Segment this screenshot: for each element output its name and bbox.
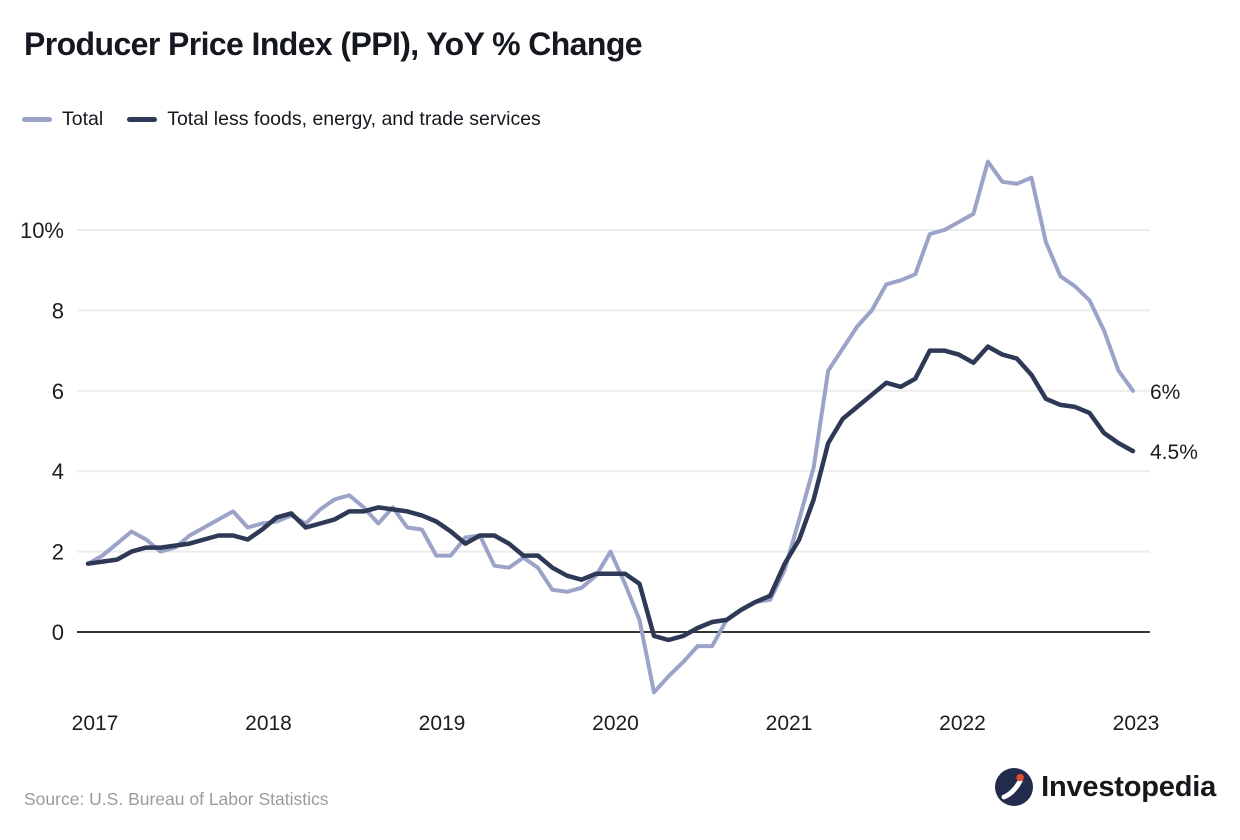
x-axis-tick-label: 2023	[1113, 712, 1160, 735]
y-axis-tick-label: 6	[52, 379, 64, 404]
y-axis-tick-label: 4	[52, 459, 64, 484]
ppi-line-chart: 10% 8 6 4 2 0 2017 2018 2019 2020 2021 2022 2023 6% 4.…	[20, 159, 1198, 735]
total-line-swatch-icon	[22, 116, 52, 123]
investopedia-logo-icon	[995, 768, 1034, 806]
total-line	[86, 159, 1135, 695]
series-end-label: 4.5%	[1150, 441, 1198, 464]
legend-item-total: Total	[22, 108, 103, 131]
chart-legend: Total Total less foods, energy, and trad…	[22, 108, 541, 131]
core-line-swatch-icon	[127, 116, 158, 123]
legend-label-total: Total	[62, 108, 104, 130]
x-axis-tick-label: 2018	[245, 712, 292, 735]
y-axis-tick-label: 8	[52, 298, 64, 323]
series-end-label: 6%	[1150, 381, 1180, 404]
x-axis-tick-label: 2020	[592, 712, 639, 735]
legend-item-core: Total less foods, energy, and trade serv…	[127, 108, 541, 131]
chart-title: Producer Price Index (PPI), YoY % Change	[24, 26, 643, 62]
y-axis-tick-label: 10%	[20, 218, 64, 243]
x-axis-tick-label: 2019	[419, 712, 466, 735]
core-line	[85, 344, 1136, 643]
source-text: Source: U.S. Bureau of Labor Statistics	[24, 789, 329, 809]
legend-label-core: Total less foods, energy, and trade serv…	[167, 108, 541, 130]
x-axis-tick-label: 2017	[72, 712, 119, 735]
investopedia-logo: Investopedia	[995, 768, 1216, 806]
investopedia-wordmark: Investopedia	[1041, 770, 1216, 803]
x-axis-tick-label: 2021	[766, 712, 813, 735]
y-axis-tick-label: 2	[52, 540, 64, 565]
x-axis-tick-label: 2022	[939, 712, 986, 735]
y-axis-tick-label: 0	[52, 620, 64, 645]
